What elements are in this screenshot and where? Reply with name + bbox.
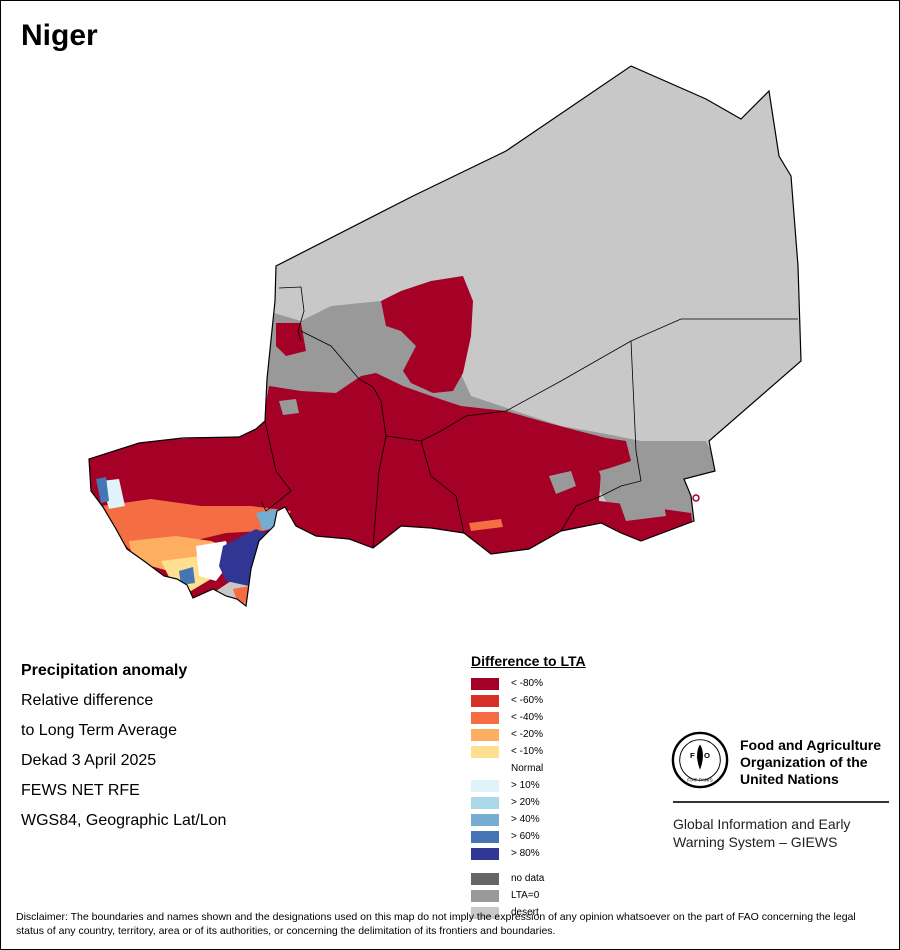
south-deficit-streak [469,519,503,531]
legend-swatch [471,745,499,758]
svg-text:FIAT PANIS: FIAT PANIS [687,777,713,783]
giews-name: Global Information and Early Warning Sys… [673,816,851,850]
legend-row: < -40% [471,709,586,726]
grey-patch-1 [549,471,576,494]
country-border [88,65,802,608]
legend-swatch [471,796,499,809]
legend-row: < -80% [471,675,586,692]
legend-swatch [471,889,499,902]
legend-label: Normal [511,763,544,774]
grey-patch-3 [279,399,299,415]
legend-label: > 80% [511,848,540,859]
deficit-region-west [276,323,306,356]
legend-swatch [471,677,499,690]
sw-moderate-deficit [101,499,291,549]
legend-label: > 20% [511,797,540,808]
legend-swatch [471,906,499,919]
legend-label: < -10% [511,746,543,757]
grey-patch-4 [616,489,666,521]
disclaimer: Disclaimer: The boundaries and names sho… [16,911,856,937]
sw-surplus-small [179,567,195,585]
map-title: Niger [21,19,98,52]
legend-swatch [471,847,499,860]
legend-row: Normal [471,760,586,777]
info-line: Dekad 3 April 2025 [21,752,157,769]
info-heading: Precipitation anomaly [21,662,188,679]
info-line: to Long Term Average [21,722,177,739]
info-line: FEWS NET RFE [21,782,140,799]
legend-swatch [471,813,499,826]
legend-row: desert [471,904,586,921]
legend-label: > 40% [511,814,540,825]
legend-label: LTA=0 [511,890,540,901]
legend-swatch [471,830,499,843]
fao-logo-icon: F A O FIAT PANIS [671,731,729,789]
legend-row: > 20% [471,794,586,811]
legend-items: < -80% < -60% < -40% < -20% < -10% Normal > 10… [471,675,586,862]
map-info: Precipitation anomaly Relative differenc… [21,656,226,836]
legend-row: > 60% [471,828,586,845]
map-legend: Difference to LTA < -80% < -60% < -40% < -2… [471,653,586,921]
legend-row: > 40% [471,811,586,828]
sw-surplus-strip [96,477,109,503]
info-line: WGS84, Geographic Lat/Lon [21,812,227,829]
legend-label: no data [511,873,545,884]
legend-swatch [471,694,499,707]
legend-row: > 80% [471,845,586,862]
info-line: Relative difference [21,692,154,709]
svg-text:F A O: F A O [690,751,710,760]
legend-label: > 60% [511,831,540,842]
legend-label: < -80% [511,678,543,689]
legend-swatch [471,711,499,724]
legend-label: < -60% [511,695,543,706]
legend-extra-items: no data LTA=0 desert [471,870,586,921]
legend-swatch [471,872,499,885]
fao-name: Food and Agriculture Organization of the… [740,737,882,787]
legend-swatch [471,728,499,741]
legend-label: < -20% [511,729,543,740]
legend-row: < -20% [471,726,586,743]
legend-row: > 10% [471,777,586,794]
legend-row: no data [471,870,586,887]
admin-boundaries [260,286,798,549]
legend-row: LTA=0 [471,887,586,904]
fao-divider [673,801,889,803]
lake-chad-marker [692,494,700,502]
legend-row: < -10% [471,743,586,760]
legend-swatch [471,779,499,792]
legend-row: < -60% [471,692,586,709]
legend-label: > 10% [511,780,540,791]
legend-title: Difference to LTA [471,653,586,669]
legend-swatch [471,762,499,775]
legend-label: < -40% [511,712,543,723]
deficit-region-north [381,276,473,393]
legend-label: desert [511,907,539,918]
